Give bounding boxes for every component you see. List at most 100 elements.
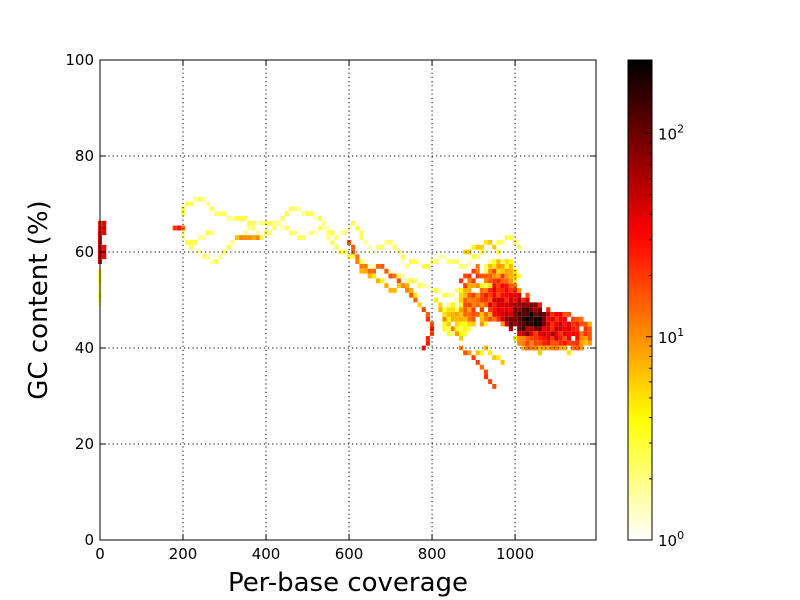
heatmap-cell	[413, 259, 418, 264]
heatmap-cell	[475, 254, 480, 260]
heatmap-cell	[396, 283, 401, 288]
heatmap-cell	[446, 307, 451, 312]
heatmap-cell	[575, 336, 580, 341]
heatmap-cell	[542, 316, 547, 322]
heatmap-cell	[102, 230, 107, 236]
heatmap-cell	[554, 312, 559, 317]
x-tick-label: 600	[335, 545, 364, 563]
heatmap-cell	[554, 326, 559, 332]
heatmap-cell	[392, 273, 397, 279]
heatmap-cell	[533, 345, 538, 351]
heatmap-cell	[467, 307, 472, 312]
heatmap-cell	[351, 254, 356, 260]
heatmap-cell	[533, 316, 538, 322]
heatmap-cell	[496, 302, 501, 308]
heatmap-cell	[467, 278, 472, 284]
heatmap-cell	[463, 312, 468, 317]
heatmap-cell	[442, 321, 447, 327]
heatmap-cell	[384, 268, 389, 274]
heatmap-cell	[359, 259, 364, 264]
heatmap-cell	[450, 316, 455, 322]
heatmap-cell	[512, 292, 518, 298]
heatmap-cell	[517, 288, 522, 293]
heatmap-cell	[483, 292, 489, 298]
heatmap-cell	[342, 230, 347, 236]
heatmap-cell	[346, 254, 352, 260]
heatmap-cell	[446, 331, 451, 336]
heatmap-cell	[529, 302, 534, 308]
heatmap-cell	[500, 268, 505, 274]
heatmap-cell	[201, 235, 206, 240]
heatmap-cell	[400, 283, 406, 288]
heatmap-cell	[479, 288, 484, 293]
heatmap-cell	[338, 230, 343, 236]
heatmap-cell	[454, 331, 460, 336]
heatmap-cell	[438, 302, 443, 308]
heatmap-cell	[554, 345, 559, 351]
heatmap-cell	[571, 316, 576, 322]
heatmap-cell	[392, 288, 397, 293]
heatmap-cell	[450, 326, 455, 332]
heatmap-cell	[508, 288, 513, 293]
heatmap-cell	[583, 331, 588, 336]
heatmap-cell	[550, 316, 555, 322]
heatmap-cell	[579, 345, 584, 351]
heatmap-cell	[243, 216, 248, 221]
heatmap-cell	[558, 340, 563, 346]
heatmap-cell	[500, 307, 505, 312]
heatmap-cell	[450, 259, 455, 264]
heatmap-cell	[367, 264, 372, 269]
heatmap-cell	[504, 278, 509, 284]
heatmap-cell	[508, 292, 513, 298]
heatmap-cell	[558, 331, 563, 336]
heatmap-cell	[554, 316, 559, 322]
heatmap-cell	[488, 312, 493, 317]
heatmap-cell	[351, 244, 356, 250]
heatmap-cell	[450, 331, 455, 336]
heatmap-cell	[334, 235, 339, 240]
heatmap-cell	[488, 297, 493, 303]
heatmap-cell	[467, 288, 472, 293]
heatmap-cell	[537, 350, 543, 356]
heatmap-cell	[400, 254, 406, 260]
heatmap-cell	[301, 211, 306, 216]
heatmap-cell	[575, 331, 580, 336]
heatmap-cell	[459, 307, 464, 312]
heatmap-cell	[521, 326, 526, 332]
heatmap-cell	[471, 297, 476, 303]
heatmap-cell	[413, 278, 418, 284]
heatmap-cell	[471, 321, 476, 327]
heatmap-cell	[483, 268, 489, 274]
heatmap-cell	[405, 264, 410, 269]
heatmap-cell	[376, 278, 381, 284]
heatmap-cell	[376, 264, 381, 269]
y-tick-label: 100	[65, 51, 94, 69]
heatmap-cell	[463, 283, 468, 288]
heatmap-cell	[409, 288, 414, 293]
heatmap-cell	[251, 225, 256, 231]
heatmap-cell	[284, 225, 289, 231]
heatmap-cell	[359, 268, 364, 274]
heatmap-cell	[542, 340, 547, 346]
heatmap-cell	[492, 288, 497, 293]
heatmap-cell	[483, 240, 489, 245]
heatmap-cell	[218, 254, 223, 260]
heatmap-cell	[496, 307, 501, 312]
heatmap-cell	[446, 259, 451, 264]
heatmap-cell	[496, 273, 501, 279]
heatmap-cell	[583, 326, 588, 332]
heatmap-cell	[239, 235, 244, 240]
heatmap-cell	[172, 225, 177, 231]
heatmap-cell	[475, 244, 480, 250]
heatmap-cell	[587, 331, 592, 336]
heatmap-cell	[421, 264, 426, 269]
heatmap-cell	[288, 230, 293, 236]
heatmap-cell	[463, 249, 468, 255]
heatmap-cell	[255, 235, 260, 240]
heatmap-cell	[550, 336, 555, 341]
y-tick-label: 60	[75, 243, 94, 261]
heatmap-cell	[483, 374, 489, 380]
heatmap-cell	[388, 240, 393, 245]
heatmap-cell	[512, 283, 518, 288]
